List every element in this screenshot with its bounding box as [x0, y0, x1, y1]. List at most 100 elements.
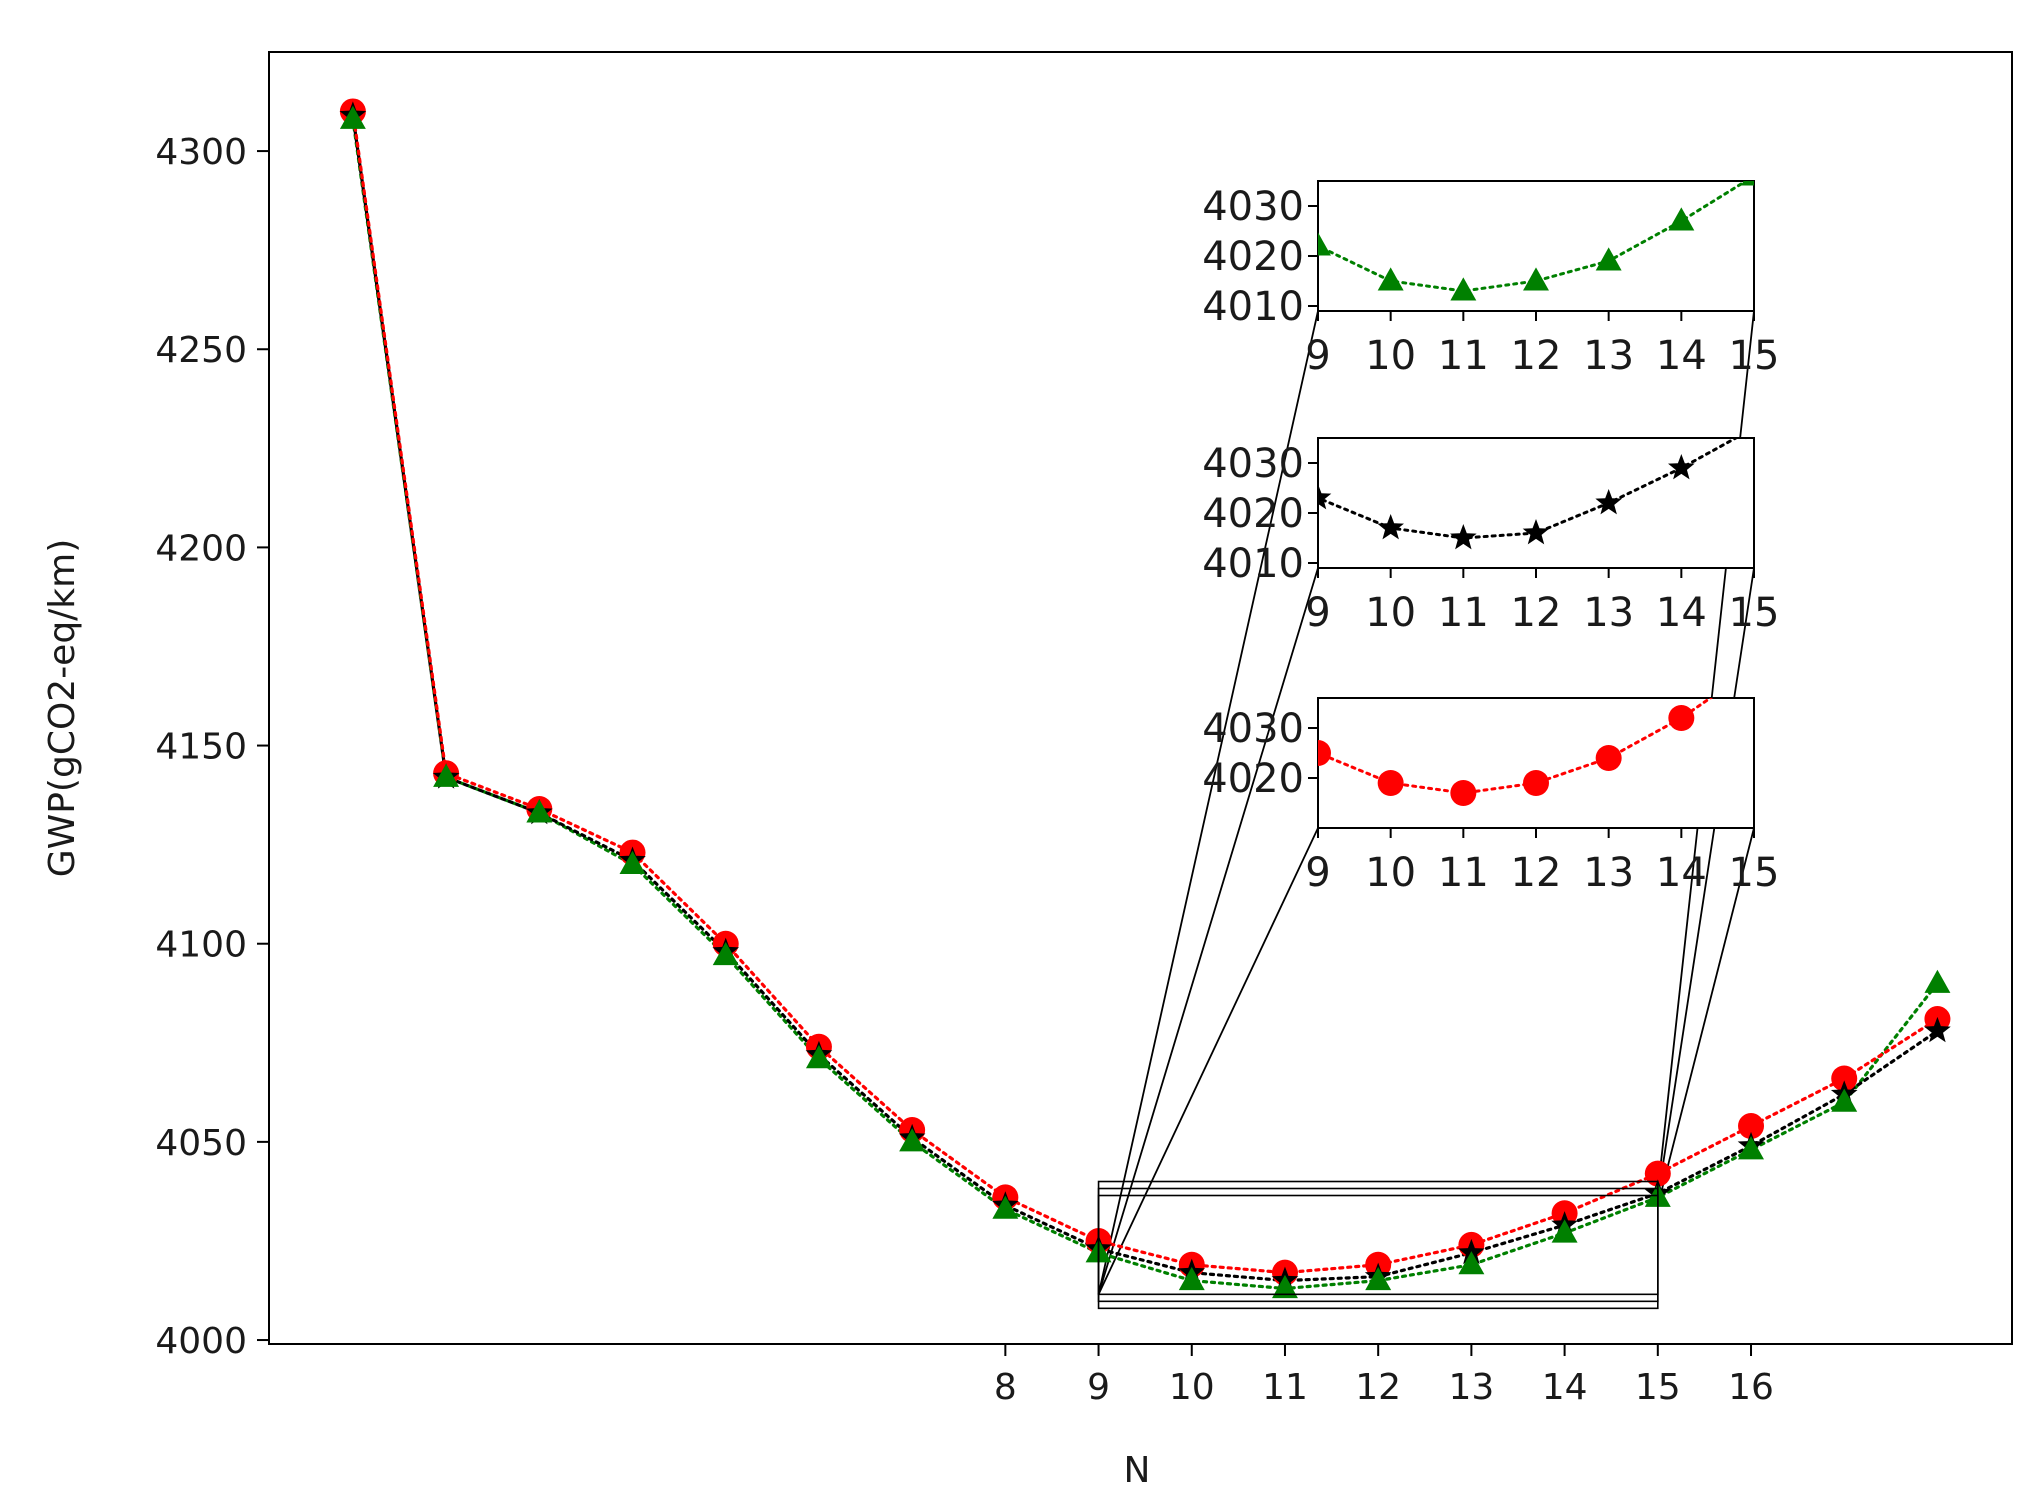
data-point [992, 1195, 1019, 1219]
inset-y-tick-label: 4030 [1202, 441, 1304, 487]
inset-x-tick-label: 13 [1583, 590, 1634, 636]
inset-x-tick-label: 15 [1729, 333, 1780, 379]
inset-data-point [1813, 354, 1840, 379]
inset-content [1318, 595, 1840, 806]
inset-x-tick-label: 12 [1511, 850, 1562, 896]
y-tick-label: 4300 [155, 132, 247, 173]
y-tick-label: 4200 [155, 528, 247, 569]
inset-data-point [1814, 102, 1840, 125]
inset-y-tick-label: 4010 [1202, 284, 1304, 330]
inset-data-point [1450, 524, 1477, 550]
inset-data-point [1318, 484, 1332, 510]
series-line-0 [351, 109, 1940, 1275]
y-tick-label: 4100 [155, 925, 247, 966]
inset-x-tick-label: 13 [1583, 333, 1634, 379]
inset-data-point [1377, 514, 1404, 540]
inset-y-tick-label: 4020 [1202, 491, 1304, 537]
x-tick-label: 13 [1448, 1367, 1494, 1408]
plot-frame [268, 51, 2013, 1345]
inset-data-point [1741, 655, 1767, 681]
inset-data-point [1450, 780, 1477, 806]
data-point [899, 1128, 926, 1152]
inset-data-point [1523, 267, 1549, 291]
inset-content [1318, 354, 1840, 550]
inset-y-tick-label: 4010 [1202, 541, 1304, 587]
x-tick-label: 15 [1635, 1367, 1681, 1408]
inset-data-point [1814, 595, 1840, 621]
inset-data-point [1377, 770, 1404, 796]
zoom-connector-line [1097, 827, 1319, 1295]
data-point [1738, 1136, 1764, 1160]
data-point [619, 850, 646, 875]
inset-x-tick-label: 11 [1438, 590, 1489, 636]
inset-data-point [1377, 267, 1404, 291]
data-point [1738, 1113, 1765, 1140]
inset-x-tick-label: 9 [1305, 333, 1330, 379]
series-line-1 [351, 113, 1940, 1283]
data-point [1831, 1065, 1858, 1092]
inset-data-point [1745, 438, 1748, 440]
inset-x-tick-label: 9 [1305, 850, 1330, 896]
y-tick-label: 4250 [155, 330, 247, 371]
main-plot: 8 9 10 11 12 13 14 15 16 4000 4050 4100 4150 4200 4250… [155, 51, 2013, 1408]
data-point [1924, 1016, 1951, 1043]
inset-x-tick-label: 9 [1305, 590, 1330, 636]
inset-data-point [1595, 489, 1622, 515]
inset-x-tick-label: 11 [1438, 850, 1489, 896]
inset-x-tick-label: 15 [1729, 590, 1780, 636]
inset-data-point [1318, 232, 1331, 256]
inset-x-tick-label: 10 [1365, 850, 1416, 896]
data-point [526, 799, 553, 823]
inset-y-tick-label: 4030 [1202, 706, 1304, 752]
data-point [1644, 1160, 1671, 1187]
zoom-connector-line [1656, 567, 1755, 1199]
data-point [805, 1045, 832, 1069]
y-axis-label: GWP(gCO2-eq/km) [42, 539, 83, 878]
inset-y-tick-label: 4020 [1202, 234, 1304, 280]
inset-x-tick-label: 12 [1511, 590, 1562, 636]
inset-data-point [1668, 454, 1695, 480]
data-point [1272, 1274, 1298, 1299]
zoom-region-box [1097, 1194, 1659, 1310]
inset-data-point [1668, 207, 1695, 231]
series-line-2 [351, 117, 1940, 1291]
data-point [1551, 1219, 1578, 1243]
data-point [1365, 1266, 1392, 1291]
inset-x-tick-label: 15 [1729, 850, 1780, 896]
y-tick-label: 4000 [155, 1321, 247, 1362]
data-point [1178, 1266, 1205, 1291]
data-point [1924, 969, 1951, 993]
inset-x-tick-label: 14 [1656, 590, 1707, 636]
inset-data-point [1595, 745, 1622, 771]
inset-data-point [1450, 277, 1477, 301]
x-tick-label: 8 [994, 1367, 1017, 1408]
x-tick-label: 12 [1355, 1367, 1401, 1408]
inset-data-point [1522, 519, 1550, 545]
x-tick-label: 11 [1262, 1367, 1308, 1408]
x-tick-label: 10 [1169, 1367, 1215, 1408]
zoom-connector-line [1097, 310, 1319, 1295]
x-tick-label: 9 [1087, 1367, 1110, 1408]
inset-x-tick-label: 11 [1438, 333, 1489, 379]
data-point [1831, 1088, 1858, 1112]
inset-frame [1317, 437, 1755, 569]
data-point [433, 763, 460, 787]
data-point [712, 941, 739, 966]
inset-data-point [1741, 181, 1754, 186]
x-axis-label: N [1124, 1450, 1151, 1491]
data-point [339, 105, 366, 129]
inset-data-point [1668, 705, 1695, 731]
inset-x-tick-label: 14 [1656, 850, 1707, 896]
inset-y-tick-label: 4030 [1202, 184, 1304, 230]
inset-frame [1317, 180, 1755, 312]
y-tick-label: 4150 [155, 727, 247, 768]
inset-x-tick-label: 13 [1583, 850, 1634, 896]
zoom-connector-line [1097, 567, 1319, 1295]
inset-x-tick-label: 10 [1365, 590, 1416, 636]
inset-data-point [1523, 770, 1549, 796]
